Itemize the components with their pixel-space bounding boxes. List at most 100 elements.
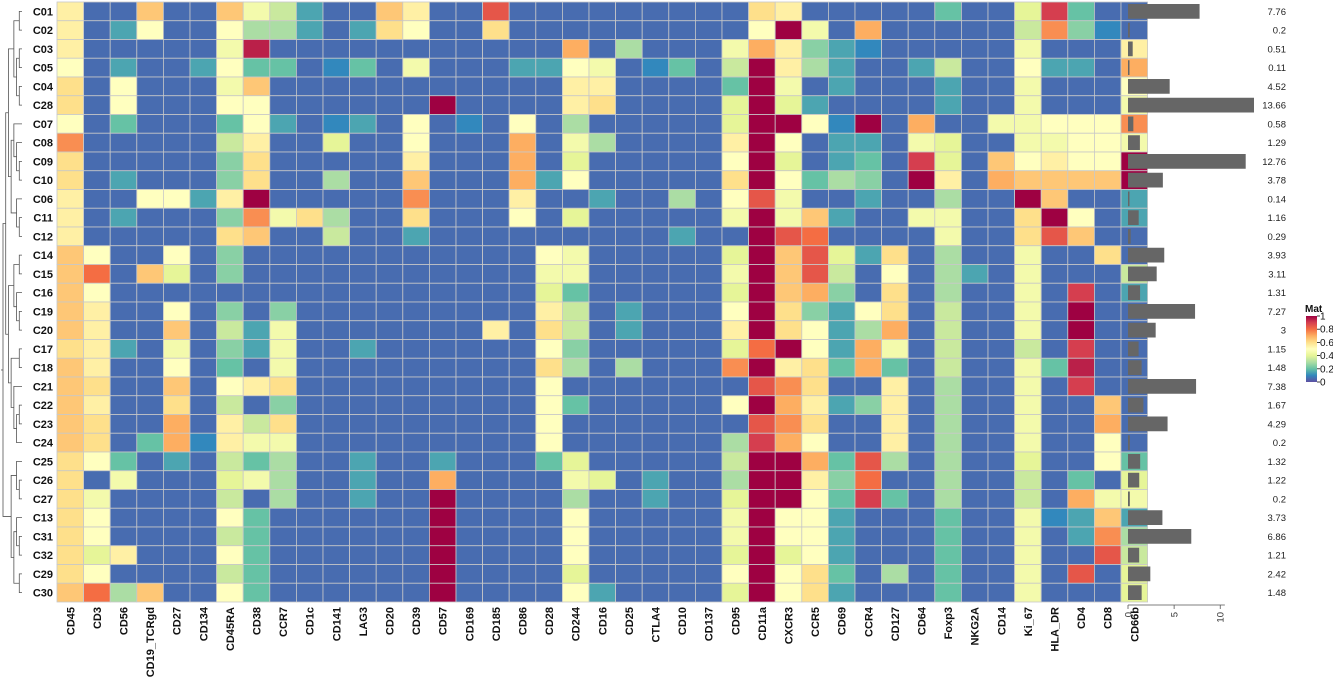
- row-label: C19: [33, 306, 53, 318]
- heatmap-cell: [56, 95, 85, 115]
- heatmap-cell: [349, 301, 377, 322]
- heatmap-cell: [349, 207, 377, 228]
- column-label: CD127: [890, 607, 902, 641]
- row-label: C02: [33, 25, 53, 37]
- heatmap-cell: [455, 414, 484, 434]
- column-label: CD8: [1103, 607, 1115, 629]
- heatmap-cell: [295, 470, 324, 490]
- heatmap-cell: [162, 470, 191, 490]
- column-label: CD141: [331, 607, 343, 641]
- heatmap-cell: [1094, 301, 1122, 322]
- bar: [1128, 454, 1141, 469]
- heatmap-cell: [854, 282, 883, 303]
- heatmap-cell: [428, 357, 457, 378]
- heatmap-cell: [562, 245, 590, 265]
- heatmap-cell: [748, 57, 776, 78]
- heatmap-cell: [1120, 39, 1149, 59]
- heatmap-cell: [242, 526, 271, 547]
- heatmap-cell: [535, 57, 563, 78]
- bar-value-label: 7.76: [1268, 7, 1287, 18]
- bar-value-label: 1.32: [1268, 457, 1287, 468]
- heatmap-cell: [535, 226, 563, 247]
- heatmap-cell: [322, 432, 351, 453]
- heatmap-cell: [641, 395, 670, 415]
- heatmap-cell: [961, 282, 989, 303]
- heatmap-cell: [109, 339, 138, 359]
- heatmap-cell: [881, 282, 909, 303]
- bar-value-label: 4.52: [1268, 82, 1287, 93]
- heatmap-cell: [295, 151, 324, 172]
- bar: [1128, 210, 1139, 225]
- heatmap-cell: [1120, 189, 1149, 209]
- heatmap-cell: [961, 582, 989, 603]
- heatmap-cell: [189, 226, 218, 247]
- heatmap-cell: [242, 376, 271, 397]
- heatmap-cell: [854, 395, 883, 415]
- heatmap-cell: [641, 264, 670, 284]
- heatmap-cell: [881, 207, 909, 228]
- heatmap-cell: [615, 489, 643, 509]
- heatmap-cell: [295, 39, 324, 59]
- heatmap-cell: [854, 470, 883, 490]
- heatmap-cell: [216, 357, 244, 378]
- heatmap-cell: [482, 226, 510, 247]
- heatmap-cell: [695, 114, 723, 134]
- heatmap-cell: [801, 301, 829, 322]
- heatmap-cell: [748, 564, 776, 584]
- heatmap-cell: [375, 414, 404, 434]
- row-label: C30: [33, 588, 53, 600]
- heatmap-cell: [349, 226, 377, 247]
- heatmap-cell: [1067, 507, 1095, 528]
- heatmap-cell: [295, 301, 324, 322]
- heatmap-cell: [934, 470, 962, 490]
- heatmap-cell: [961, 301, 989, 322]
- heatmap-cell: [109, 39, 138, 59]
- heatmap-cell: [987, 507, 1016, 528]
- heatmap-cell: [269, 582, 297, 603]
- heatmap-cell: [56, 395, 85, 415]
- heatmap-cell: [1014, 489, 1042, 509]
- heatmap-cell: [535, 432, 563, 453]
- heatmap-cell: [269, 507, 297, 528]
- heatmap-cell: [961, 545, 989, 565]
- heatmap-cell: [748, 489, 776, 509]
- heatmap-cell: [774, 95, 803, 115]
- heatmap-cell: [428, 526, 457, 547]
- heatmap-cell: [322, 395, 351, 415]
- heatmap-cell: [668, 39, 696, 59]
- heatmap-cell: [189, 432, 218, 453]
- heatmap-cell: [1094, 451, 1122, 472]
- heatmap-cell: [934, 39, 962, 59]
- heatmap-cell: [828, 376, 856, 397]
- heatmap-cell: [774, 301, 803, 322]
- heatmap-cell: [828, 226, 856, 247]
- heatmap-cell: [881, 339, 909, 359]
- heatmap-cell: [1040, 39, 1069, 59]
- heatmap-cell: [482, 95, 510, 115]
- heatmap-cell: [482, 526, 510, 547]
- heatmap-cell: [562, 57, 590, 78]
- heatmap-cell: [109, 357, 138, 378]
- heatmap-cell: [162, 376, 191, 397]
- heatmap-cell: [402, 301, 430, 322]
- heatmap-cell: [402, 20, 430, 40]
- heatmap-cell: [189, 282, 218, 303]
- heatmap-cell: [881, 470, 909, 490]
- heatmap-cell: [774, 20, 803, 40]
- heatmap-cell: [801, 357, 829, 378]
- heatmap-cell: [1040, 132, 1069, 153]
- heatmap-cell: [508, 264, 537, 284]
- heatmap-cell: [189, 301, 218, 322]
- heatmap-cell: [748, 470, 776, 490]
- heatmap-cell: [349, 57, 377, 78]
- heatmap-cell: [216, 132, 244, 153]
- heatmap-cell: [562, 282, 590, 303]
- column-label: CD57: [438, 607, 450, 635]
- heatmap-cell: [801, 451, 829, 472]
- heatmap-cell: [349, 564, 377, 584]
- heatmap-cell: [695, 282, 723, 303]
- heatmap-cell: [242, 282, 271, 303]
- bar-value-label: 1.31: [1268, 288, 1287, 299]
- heatmap-cell: [907, 1, 936, 22]
- heatmap-cell: [1094, 564, 1122, 584]
